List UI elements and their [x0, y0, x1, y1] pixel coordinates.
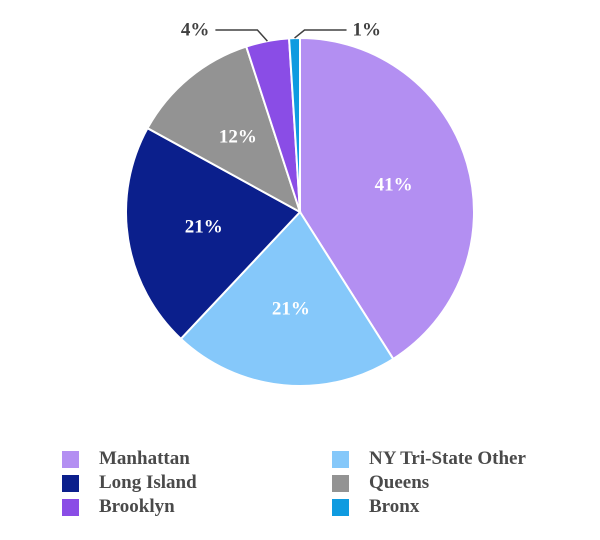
- leader-line-brooklyn: [215, 29, 268, 42]
- legend-label-queens: Queens: [369, 472, 430, 493]
- legend-label-ny-tri-state-other: NY Tri-State Other: [369, 448, 526, 469]
- pie-chart: 41% 21% 21% 12% 4% 1%: [125, 20, 475, 387]
- pie-slice-ny-tri-state-other: [179, 210, 395, 387]
- legend-swatch-ny-tri-state-other: [332, 450, 349, 468]
- legend-label-long-island: Long Island: [99, 472, 197, 493]
- legend-swatch-brooklyn: [62, 498, 79, 516]
- legend-item-manhattan: Manhattan: [62, 448, 332, 469]
- data-label-queens: 12%: [219, 126, 257, 147]
- legend-item-ny-tri-state-other: NY Tri-State Other: [332, 448, 582, 469]
- legend-label-bronx: Bronx: [369, 496, 420, 517]
- data-label-manhattan: 41%: [375, 174, 413, 195]
- legend-item-bronx: Bronx: [332, 496, 582, 517]
- legend-swatch-long-island: [62, 474, 79, 492]
- legend-label-manhattan: Manhattan: [99, 448, 190, 469]
- leader-line-bronx: [294, 29, 347, 39]
- legend-item-brooklyn: Brooklyn: [62, 496, 332, 517]
- pie-slice-queens: [146, 45, 302, 215]
- pie-slice-bronx: [288, 36, 301, 213]
- legend-swatch-bronx: [332, 498, 349, 516]
- data-label-brooklyn: 4%: [181, 20, 210, 41]
- pie-slice-long-island: [125, 126, 302, 341]
- legend-swatch-manhattan: [62, 450, 79, 468]
- legend-swatch-queens: [332, 474, 349, 492]
- chart-legend: Manhattan NY Tri-State Other Long Island…: [62, 448, 582, 517]
- legend-item-long-island: Long Island: [62, 472, 332, 493]
- data-label-long-island: 21%: [185, 217, 223, 238]
- data-label-ny-tri-state-other: 21%: [272, 299, 310, 320]
- legend-item-queens: Queens: [332, 472, 582, 493]
- legend-label-brooklyn: Brooklyn: [99, 496, 175, 517]
- data-label-bronx: 1%: [353, 20, 382, 41]
